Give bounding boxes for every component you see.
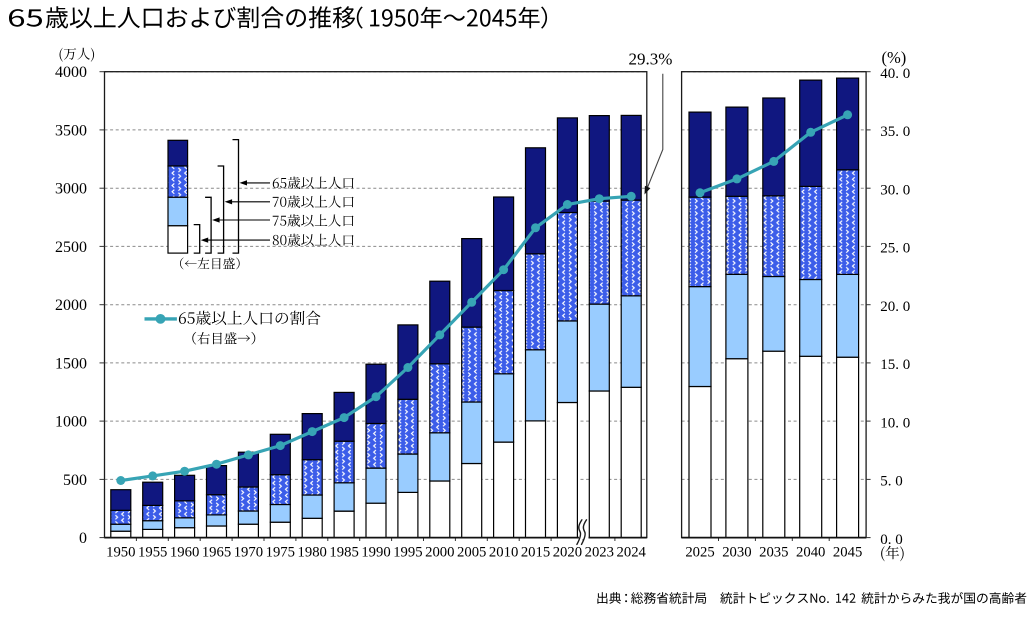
svg-text:1000: 1000: [55, 414, 87, 431]
svg-text:1960: 1960: [170, 544, 199, 560]
svg-text:29.3%: 29.3%: [629, 49, 673, 68]
svg-text:20. 0: 20. 0: [880, 299, 910, 315]
svg-text:500: 500: [63, 472, 87, 489]
svg-text:25. 0: 25. 0: [880, 241, 910, 257]
svg-text:2020: 2020: [553, 544, 582, 560]
svg-text:2035: 2035: [759, 544, 788, 560]
svg-text:2024: 2024: [617, 544, 647, 560]
svg-text:2000: 2000: [55, 297, 87, 314]
svg-text:0. 0: 0. 0: [880, 532, 903, 548]
svg-text:2010: 2010: [489, 544, 518, 560]
svg-text:2000: 2000: [425, 544, 454, 560]
svg-text:2045: 2045: [833, 544, 862, 560]
svg-text:2500: 2500: [55, 239, 87, 256]
svg-text:30. 0: 30. 0: [880, 183, 910, 199]
svg-text:1995: 1995: [393, 544, 422, 560]
svg-text:4000: 4000: [55, 64, 87, 81]
svg-text:(%): (%): [882, 48, 907, 67]
svg-text:10. 0: 10. 0: [880, 415, 910, 431]
svg-text:1500: 1500: [55, 355, 87, 372]
svg-text:1975: 1975: [266, 544, 295, 560]
svg-text:2023: 2023: [585, 544, 614, 560]
svg-text:2030: 2030: [722, 544, 751, 560]
svg-text:1980: 1980: [298, 544, 327, 560]
svg-text:3000: 3000: [55, 181, 87, 198]
svg-text:3500: 3500: [55, 122, 87, 139]
svg-text:15. 0: 15. 0: [880, 357, 910, 373]
svg-text:35. 0: 35. 0: [880, 124, 910, 140]
svg-text:40. 0: 40. 0: [880, 66, 910, 82]
svg-text:2040: 2040: [796, 544, 825, 560]
svg-text:1990: 1990: [361, 544, 390, 560]
svg-text:1965: 1965: [202, 544, 231, 560]
svg-text:2025: 2025: [685, 544, 714, 560]
svg-text:2015: 2015: [521, 544, 550, 560]
svg-text:1950: 1950: [106, 544, 135, 560]
svg-text:2005: 2005: [457, 544, 486, 560]
svg-text:0: 0: [79, 530, 87, 547]
svg-text:1985: 1985: [329, 544, 358, 560]
svg-text:1970: 1970: [234, 544, 263, 560]
svg-text:1955: 1955: [138, 544, 167, 560]
svg-text:5. 0: 5. 0: [880, 474, 903, 490]
